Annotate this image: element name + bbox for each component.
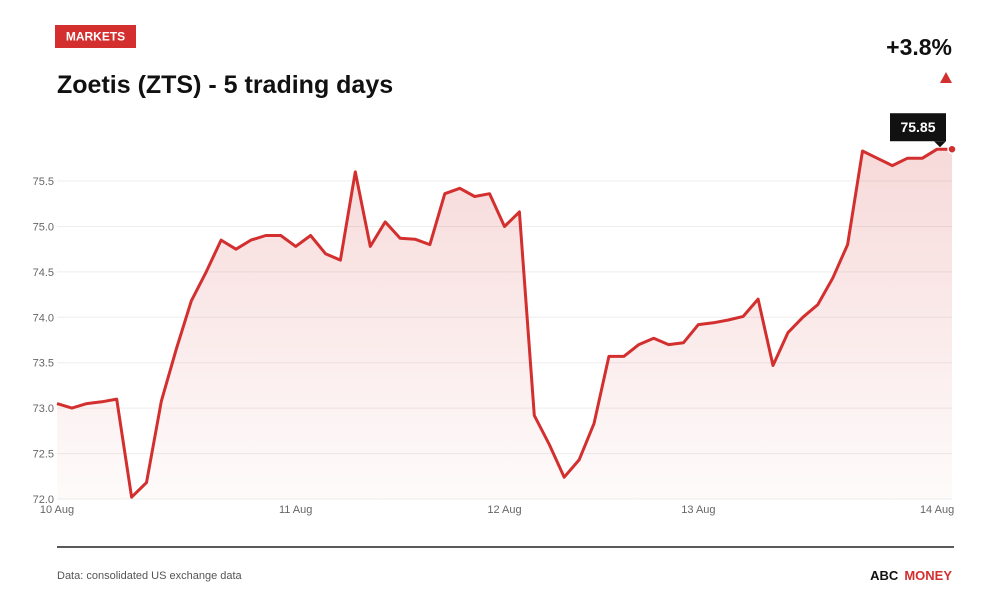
x-tick-label: 10 Aug: [40, 504, 74, 516]
brand-part: ABC: [870, 568, 899, 583]
last-point: [947, 144, 957, 154]
chart-title: Zoetis (ZTS) - 5 trading days: [57, 71, 393, 99]
y-tick-label: 72.5: [33, 449, 54, 461]
y-tick-label: 75.0: [33, 221, 54, 233]
plot: 72.0 72.5 73.0 73.5 74.0 74.5 75.0 75.5 10 Aug 11…: [33, 113, 957, 516]
change: +3.8%: [886, 34, 952, 60]
y-tick-label: 73.0: [33, 403, 54, 415]
y-tick-label: 72.0: [33, 494, 54, 506]
y-tick-label: 73.5: [33, 358, 54, 370]
x-tick-label: 12 Aug: [487, 504, 521, 516]
y-tick-label: 74.5: [33, 267, 54, 279]
y-tick-label: 74.0: [33, 312, 54, 324]
tooltip-label: 75.85: [900, 119, 935, 135]
brand-part: MONEY: [904, 568, 952, 583]
tooltip-bg: [890, 113, 946, 142]
tooltip-pointer: [934, 141, 946, 148]
x-tick-label: 11 Aug: [279, 504, 312, 516]
y-tick-label: 75.5: [33, 176, 54, 188]
area: [57, 149, 952, 499]
x-tick-label: 13 Aug: [681, 504, 715, 516]
up-arrow: [940, 72, 952, 83]
x-tick-label: 14 Aug: [920, 504, 954, 516]
tag-bg: [55, 25, 136, 48]
source: Data: consolidated US exchange data: [57, 570, 243, 582]
line: [56, 147, 952, 499]
brand: ABC MONEY: [870, 568, 952, 583]
tag: MARKETS: [66, 30, 125, 44]
